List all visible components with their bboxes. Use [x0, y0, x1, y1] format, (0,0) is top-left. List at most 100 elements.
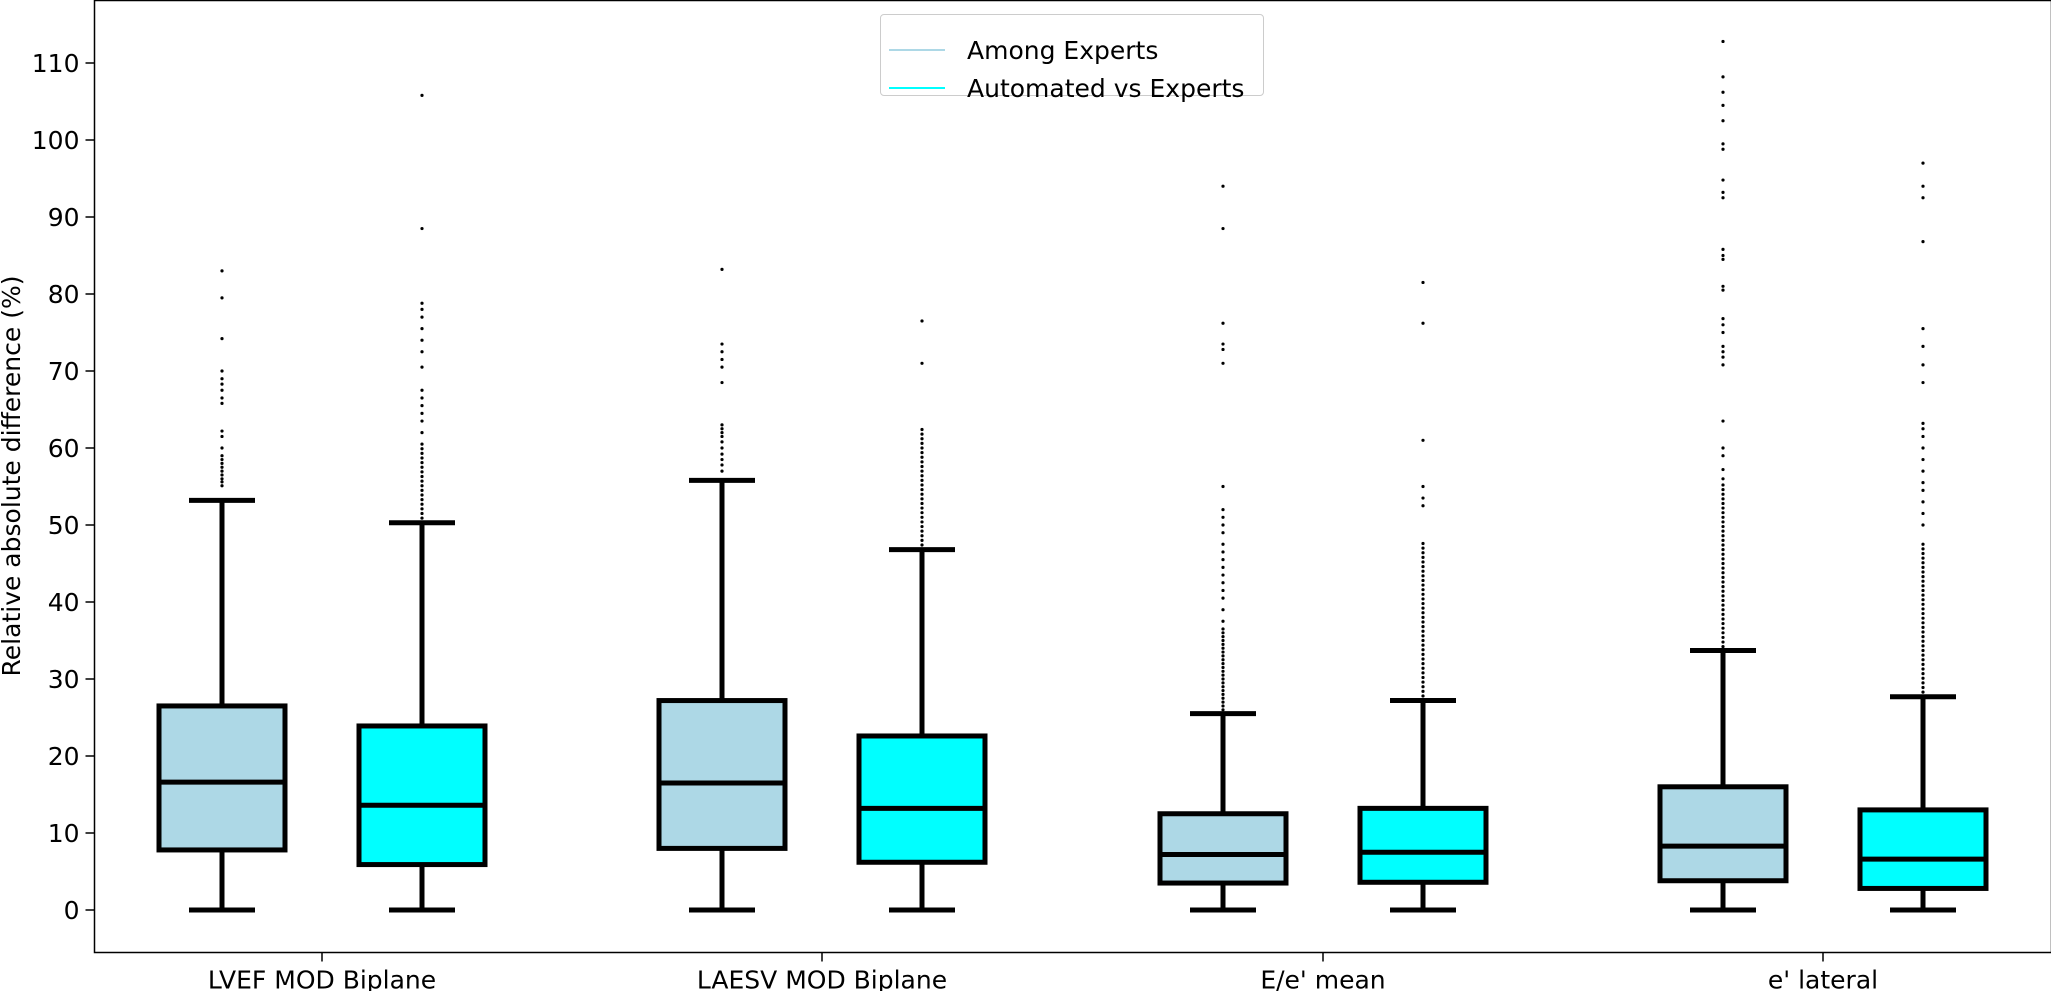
flier-point [1921, 427, 1924, 430]
box-among-experts-0 [159, 269, 285, 910]
box-among-experts-3 [1660, 40, 1786, 910]
flier-point [1921, 690, 1924, 693]
flier-point [1721, 502, 1724, 505]
flier-point [1421, 625, 1424, 628]
flier-point [1221, 362, 1224, 365]
flier-point [420, 512, 423, 515]
flier-point [1421, 579, 1424, 582]
flier-point [1921, 603, 1924, 606]
flier-point [1721, 119, 1724, 122]
flier-point [920, 428, 923, 431]
flier-point [1221, 643, 1224, 646]
flier-point [420, 350, 423, 353]
y-tick-label: 110 [32, 49, 80, 78]
flier-point [420, 431, 423, 434]
flier-point [1721, 331, 1724, 334]
flier-point [1721, 454, 1724, 457]
flier-point [720, 268, 723, 271]
flier-point [1721, 493, 1724, 496]
flier-point [220, 296, 223, 299]
flier-point [1721, 603, 1724, 606]
flier-point [1921, 196, 1924, 199]
flier-point [1221, 485, 1224, 488]
flier-point [1421, 648, 1424, 651]
flier-point [1221, 697, 1224, 700]
flier-point [920, 474, 923, 477]
flier-point [1421, 620, 1424, 623]
flier-point [1221, 508, 1224, 511]
flier-point [1721, 525, 1724, 528]
box-iqr [159, 706, 285, 850]
legend-swatch-automated-vs-experts [889, 87, 945, 89]
flier-point [1221, 227, 1224, 230]
y-tick-label: 100 [32, 126, 80, 155]
x-tick-label: LAESV MOD Biplane [697, 966, 947, 992]
flier-point [1721, 468, 1724, 471]
flier-point [420, 404, 423, 407]
boxes-layer [159, 40, 1986, 910]
flier-point [1721, 40, 1724, 43]
flier-point [1921, 607, 1924, 610]
flier-point [220, 466, 223, 469]
flier-point [1921, 381, 1924, 384]
box-iqr [1360, 808, 1486, 882]
flier-point [1221, 670, 1224, 673]
flier-point [1221, 681, 1224, 684]
flier-point [1421, 630, 1424, 633]
legend-swatch-among-experts [889, 49, 945, 51]
flier-point [1721, 645, 1724, 648]
flier-point [420, 516, 423, 519]
flier-point [1421, 551, 1424, 554]
flier-point [1221, 342, 1224, 345]
flier-point [1221, 701, 1224, 704]
flier-point [420, 461, 423, 464]
flier-point [1221, 573, 1224, 576]
flier-point [1921, 672, 1924, 675]
flier-point [1421, 565, 1424, 568]
flier-point [1721, 178, 1724, 181]
flier-point [1421, 653, 1424, 656]
flier-point [1721, 142, 1724, 145]
flier-point [1721, 191, 1724, 194]
flier-point [1221, 348, 1224, 351]
flier-point [1721, 248, 1724, 251]
flier-point [1721, 148, 1724, 151]
y-tick-label: 80 [48, 280, 80, 309]
flier-point [1721, 289, 1724, 292]
flier-point [1921, 630, 1924, 633]
flier-point [1421, 690, 1424, 693]
box-iqr [1660, 787, 1786, 881]
flier-point [420, 489, 423, 492]
flier-point [420, 493, 423, 496]
flier-point [220, 446, 223, 449]
x-tick-label: LVEF MOD Biplane [208, 966, 436, 992]
flier-point [1921, 470, 1924, 473]
box-among-experts-2 [1160, 185, 1286, 910]
flier-point [1721, 196, 1724, 199]
flier-point [1221, 581, 1224, 584]
flier-point [920, 437, 923, 440]
flier-point [1221, 704, 1224, 707]
y-tick-label: 40 [48, 588, 80, 617]
flier-point [1921, 677, 1924, 680]
flier-point [1421, 281, 1424, 284]
flier-point [420, 447, 423, 450]
box-automated-vs-experts-1 [859, 319, 985, 910]
flier-point [1921, 584, 1924, 587]
flier-point [220, 477, 223, 480]
flier-point [920, 362, 923, 365]
flier-point [220, 369, 223, 372]
flier-point [1721, 91, 1724, 94]
flier-point [220, 389, 223, 392]
flier-point [1721, 585, 1724, 588]
flier-point [920, 442, 923, 445]
flier-point [420, 366, 423, 369]
flier-point [1421, 667, 1424, 670]
legend-item-automated-vs-experts: Automated vs Experts [889, 70, 1244, 106]
flier-point [1721, 511, 1724, 514]
flier-point [1721, 636, 1724, 639]
flier-point [1721, 622, 1724, 625]
flier-point [920, 506, 923, 509]
flier-point [1921, 621, 1924, 624]
flier-point [1921, 644, 1924, 647]
